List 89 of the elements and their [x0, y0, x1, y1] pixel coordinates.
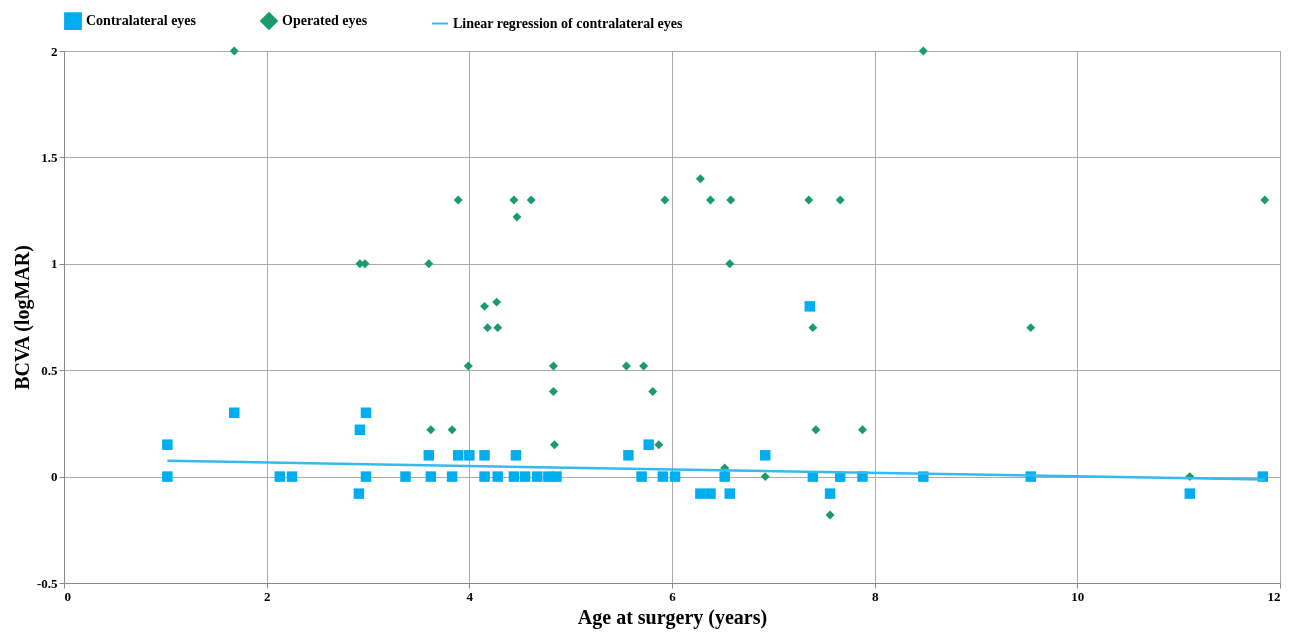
point [706, 195, 715, 205]
point [551, 471, 562, 482]
x-tick-label: 6 [669, 588, 677, 604]
y-tick-label: 2 [51, 43, 58, 59]
x-tick-label: 4 [466, 588, 474, 604]
point [464, 450, 475, 461]
point [483, 323, 493, 333]
point [480, 301, 490, 311]
point [804, 301, 816, 312]
point [858, 425, 867, 435]
point [354, 424, 366, 436]
point [808, 323, 818, 333]
point [162, 471, 173, 482]
point [760, 472, 770, 482]
y-tick-label: 0.5 [41, 362, 58, 378]
point [1260, 195, 1270, 205]
x-axis-title: Age at surgery (years) [577, 605, 768, 629]
point [229, 46, 239, 56]
point [824, 488, 836, 499]
point [426, 425, 436, 435]
y-axis-title: BCVA (logMAR) [10, 245, 34, 390]
x-tick-label: 2 [263, 588, 271, 604]
point [1026, 323, 1036, 333]
point [492, 471, 503, 482]
point [759, 450, 771, 461]
point [725, 259, 735, 269]
point [353, 488, 365, 499]
point [621, 361, 631, 371]
y-tick-label: 0 [51, 469, 58, 485]
point [512, 212, 522, 222]
point [493, 323, 503, 333]
legend-label: Contralateral eyes [86, 13, 197, 29]
point [508, 471, 520, 482]
y-tick-label: 1.5 [41, 149, 58, 165]
y-tick-label: -0.5 [36, 575, 58, 591]
point [510, 450, 522, 461]
point [162, 439, 173, 450]
point [446, 471, 458, 482]
point [660, 195, 670, 205]
point [360, 407, 372, 418]
point [825, 510, 835, 520]
point [519, 471, 531, 482]
point [526, 195, 536, 205]
point [669, 471, 681, 482]
y-tick-label: 1 [51, 256, 58, 272]
point [424, 259, 434, 269]
point [400, 471, 411, 482]
point [811, 425, 821, 435]
x-tick-label: 8 [871, 588, 879, 604]
legend-label: Linear regression of contralateral eyes [453, 15, 683, 31]
point [1184, 488, 1196, 499]
point [719, 471, 730, 482]
point [447, 425, 457, 435]
point [286, 471, 298, 482]
point [548, 387, 558, 396]
point [548, 361, 558, 371]
point [479, 471, 490, 482]
point [425, 471, 437, 482]
point [695, 174, 705, 184]
point [623, 450, 634, 461]
point [636, 471, 647, 482]
x-tick-label: 10 [1071, 588, 1085, 604]
point [423, 450, 435, 461]
point [726, 195, 736, 205]
legend-label: Operated eyes [282, 13, 368, 29]
point [360, 471, 372, 482]
point [492, 297, 502, 307]
point [835, 195, 845, 205]
point [657, 471, 669, 482]
point [452, 450, 464, 461]
point [639, 361, 649, 371]
point [509, 195, 519, 205]
point [705, 488, 716, 499]
point [531, 471, 543, 482]
point [648, 387, 658, 396]
point [654, 440, 664, 450]
point [453, 195, 463, 205]
point [804, 195, 814, 205]
point [918, 46, 928, 56]
point [274, 471, 286, 482]
point [695, 488, 706, 499]
point [479, 450, 490, 461]
point [463, 361, 473, 371]
x-tick-label: 0 [64, 588, 71, 604]
x-tick-label: 12 [1267, 588, 1281, 604]
point [229, 407, 240, 418]
point [549, 440, 559, 450]
point [724, 488, 735, 499]
point [643, 439, 654, 450]
